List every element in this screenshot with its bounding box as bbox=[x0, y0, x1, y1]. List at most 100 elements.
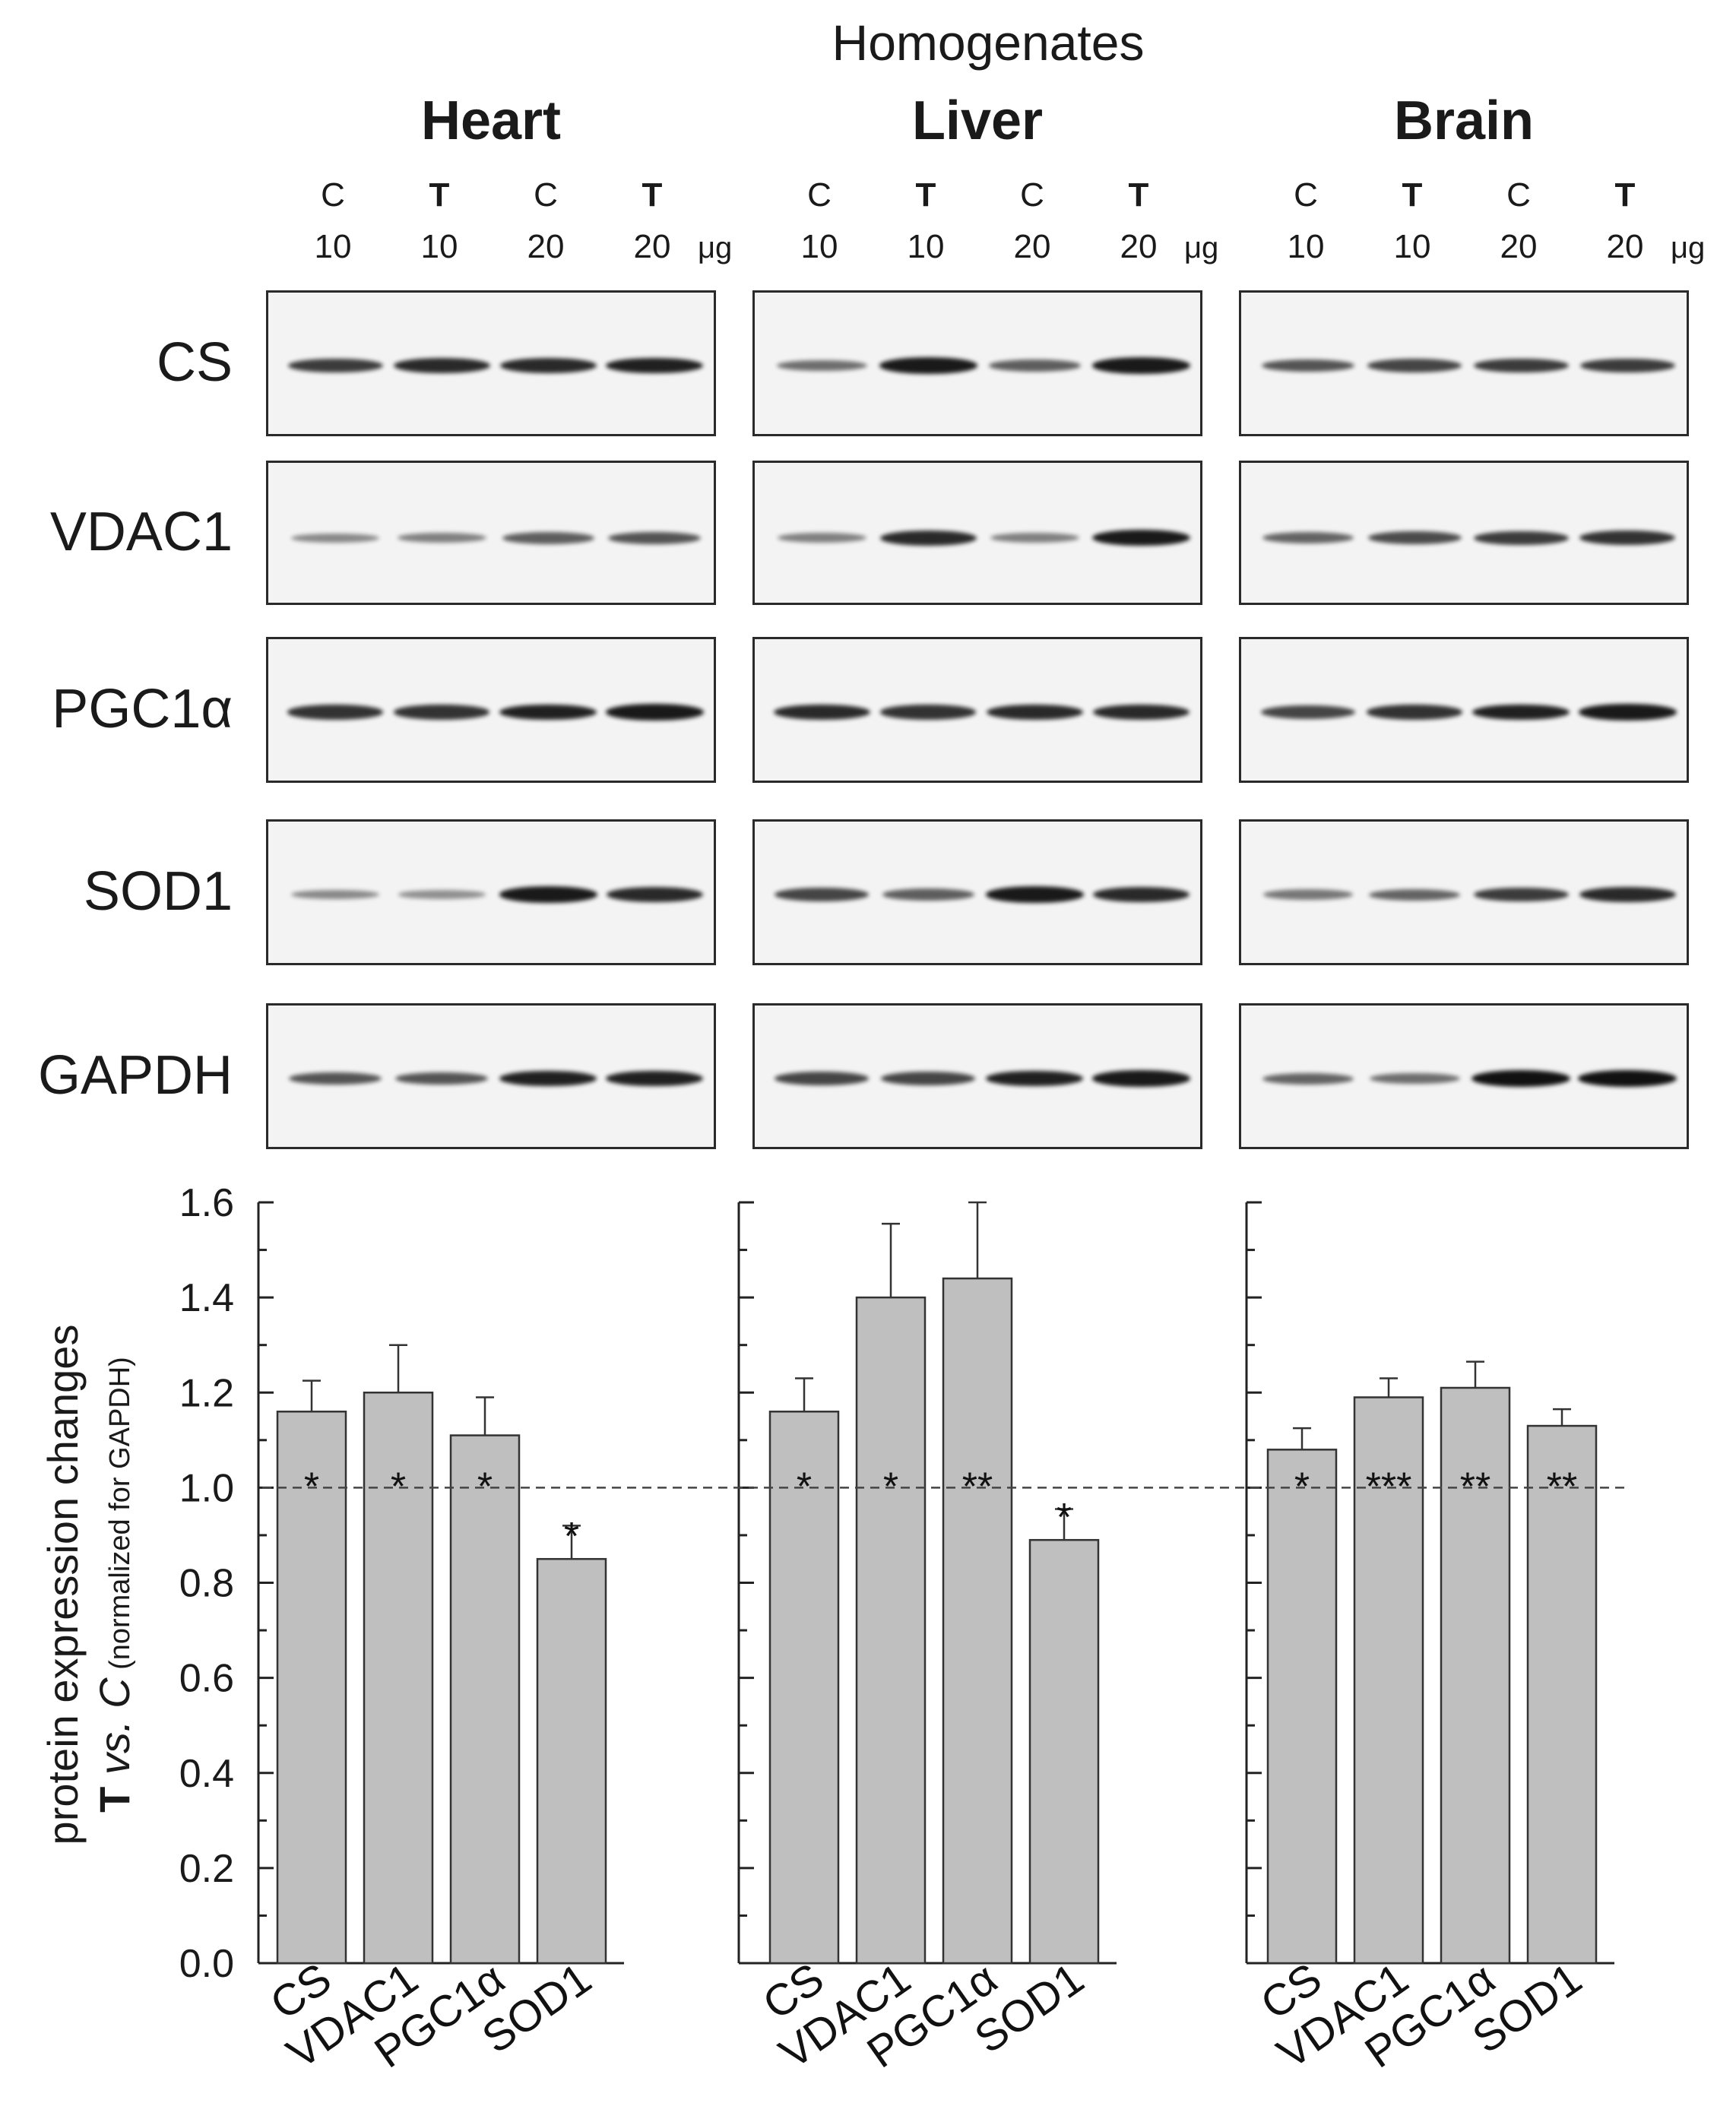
blot-heart-vdac1 bbox=[266, 461, 716, 605]
lane-amount-label: 10 bbox=[420, 228, 458, 265]
protein-band bbox=[606, 887, 703, 902]
lane-amount-label: 10 bbox=[1393, 228, 1431, 265]
protein-band bbox=[777, 533, 866, 543]
protein-band bbox=[776, 359, 867, 372]
bar bbox=[1440, 1386, 1511, 1965]
protein-row-label: PGC1α bbox=[52, 679, 233, 740]
lane-condition-label: C bbox=[321, 176, 345, 214]
lane-condition-label: C bbox=[1294, 176, 1318, 214]
unit-label: μg bbox=[1671, 231, 1706, 264]
protein-band bbox=[881, 1072, 975, 1085]
protein-band bbox=[291, 889, 379, 900]
protein-band bbox=[1579, 887, 1676, 902]
protein-band bbox=[1091, 1070, 1190, 1087]
protein-band bbox=[988, 359, 1081, 372]
protein-row-label: CS bbox=[156, 332, 233, 393]
y-tick-label: 0.2 bbox=[179, 1847, 234, 1891]
unit-label: μg bbox=[1184, 231, 1219, 264]
blot-liver-cs bbox=[752, 290, 1202, 436]
protein-band bbox=[773, 705, 870, 720]
protein-band bbox=[1262, 359, 1354, 372]
bar bbox=[1028, 1538, 1100, 1965]
y-tick-label: 0.8 bbox=[179, 1562, 234, 1606]
protein-band bbox=[394, 705, 489, 720]
protein-band bbox=[1471, 1070, 1570, 1087]
blot-brain-pgc1α bbox=[1239, 637, 1689, 783]
protein-band bbox=[1261, 705, 1355, 719]
protein-band bbox=[775, 1072, 869, 1085]
blot-heart-pgc1α bbox=[266, 637, 716, 783]
protein-band bbox=[1369, 1072, 1460, 1085]
lane-condition-label: T bbox=[915, 176, 936, 214]
lane-condition-label: C bbox=[807, 176, 832, 214]
protein-band bbox=[398, 890, 486, 899]
protein-band bbox=[1579, 358, 1675, 373]
y-tick-label: 1.0 bbox=[179, 1466, 234, 1510]
protein-band bbox=[1263, 889, 1353, 900]
tissue-title-brain: Brain bbox=[1393, 90, 1535, 151]
lane-amount-label: 20 bbox=[527, 228, 565, 265]
protein-band bbox=[1472, 704, 1570, 721]
protein-band bbox=[1578, 1070, 1677, 1087]
blot-heart-sod1 bbox=[266, 819, 716, 965]
lane-amount-label: 10 bbox=[314, 228, 352, 265]
tissue-title-liver: Liver bbox=[911, 90, 1044, 151]
blot-brain-gapdh bbox=[1239, 1003, 1689, 1149]
protein-band bbox=[287, 358, 383, 373]
significance-label: * bbox=[564, 1515, 579, 1559]
lane-condition-label: T bbox=[1614, 176, 1636, 214]
lane-condition-label: T bbox=[1402, 176, 1423, 214]
protein-band bbox=[1579, 530, 1675, 546]
unit-label: μg bbox=[698, 231, 733, 264]
protein-band bbox=[986, 705, 1083, 720]
lane-amount-label: 20 bbox=[1606, 228, 1644, 265]
protein-band bbox=[397, 533, 486, 543]
lane-amount-label: 10 bbox=[800, 228, 838, 265]
protein-band bbox=[985, 886, 1084, 903]
lane-condition-label: C bbox=[1506, 176, 1531, 214]
protein-band bbox=[606, 357, 703, 374]
significance-label: * bbox=[797, 1465, 812, 1509]
bar bbox=[449, 1434, 521, 1965]
protein-band bbox=[1092, 887, 1190, 902]
protein-band bbox=[1091, 530, 1190, 546]
y-axis-label-line2: T vs. C (normalized for GAPDH) bbox=[90, 1357, 138, 1813]
significance-label: * bbox=[477, 1465, 493, 1509]
protein-band bbox=[1473, 887, 1569, 902]
protein-row-label: GAPDH bbox=[37, 1045, 233, 1106]
protein-band bbox=[1262, 1072, 1354, 1085]
bar bbox=[1526, 1424, 1598, 1965]
protein-band bbox=[775, 888, 869, 901]
lane-amount-label: 20 bbox=[1120, 228, 1158, 265]
protein-band bbox=[291, 533, 379, 543]
blot-brain-vdac1 bbox=[1239, 461, 1689, 605]
protein-band bbox=[986, 1070, 1083, 1087]
protein-band bbox=[879, 357, 977, 374]
protein-band bbox=[1473, 358, 1569, 373]
significance-label: * bbox=[391, 1465, 406, 1509]
lane-amount-label: 10 bbox=[907, 228, 945, 265]
y-tick-label: 0.4 bbox=[179, 1752, 234, 1796]
y-tick-label: 0.0 bbox=[179, 1942, 234, 1986]
y-tick-label: 1.2 bbox=[179, 1371, 234, 1415]
bar bbox=[276, 1411, 347, 1965]
lane-condition-label: T bbox=[1128, 176, 1149, 214]
lane-condition-label: T bbox=[429, 176, 450, 214]
blot-liver-sod1 bbox=[752, 819, 1202, 965]
protein-band bbox=[605, 704, 704, 721]
lane-condition-label: C bbox=[1020, 176, 1044, 214]
bar bbox=[1353, 1396, 1424, 1965]
lane-amount-label: 20 bbox=[1500, 228, 1538, 265]
y-tick-label: 1.6 bbox=[179, 1181, 234, 1225]
protein-band bbox=[880, 705, 976, 720]
lane-condition-label: T bbox=[641, 176, 663, 214]
bar bbox=[942, 1277, 1013, 1965]
protein-band bbox=[1092, 705, 1190, 720]
protein-band bbox=[393, 358, 490, 373]
blot-brain-sod1 bbox=[1239, 819, 1689, 965]
protein-band bbox=[990, 533, 1079, 543]
protein-band bbox=[499, 1070, 597, 1087]
protein-band bbox=[395, 1072, 488, 1085]
bar bbox=[768, 1411, 840, 1965]
